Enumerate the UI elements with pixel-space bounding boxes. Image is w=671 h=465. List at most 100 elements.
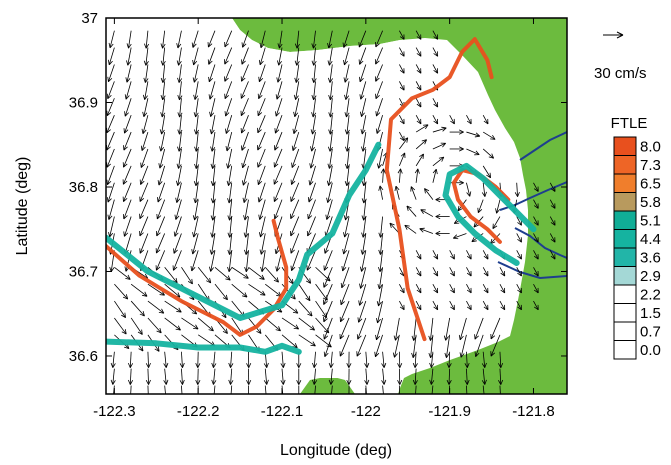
- velocity-vector: [361, 216, 367, 238]
- river-line: [514, 227, 567, 259]
- velocity-vector: [211, 351, 217, 368]
- velocity-vector: [193, 81, 199, 100]
- velocity-vector: [344, 115, 350, 135]
- colorbar-swatch: [613, 210, 637, 230]
- velocity-vector: [399, 114, 405, 125]
- velocity-vector: [432, 267, 439, 277]
- velocity-vector: [241, 148, 249, 169]
- velocity-vector: [327, 148, 333, 169]
- velocity-vector: [227, 250, 233, 273]
- velocity-vector: [108, 47, 115, 66]
- velocity-vector: [130, 300, 145, 317]
- velocity-vector: [323, 250, 333, 271]
- velocity-vector: [127, 368, 134, 385]
- velocity-vector: [533, 216, 539, 226]
- velocity-vector: [339, 317, 350, 340]
- velocity-vector: [280, 351, 286, 368]
- velocity-vector: [139, 165, 149, 185]
- x-tick-label: -122.3: [93, 403, 136, 420]
- velocity-vector: [273, 199, 283, 220]
- velocity-vector: [298, 300, 313, 317]
- velocity-vector: [492, 216, 501, 229]
- velocity-vector: [275, 81, 283, 100]
- velocity-vector: [191, 233, 199, 255]
- velocity-vector: [375, 115, 383, 134]
- velocity-vector: [378, 233, 384, 255]
- velocity-vector: [377, 267, 383, 290]
- velocity-vector: [415, 153, 424, 167]
- velocity-vector: [449, 300, 455, 311]
- velocity-vector: [298, 334, 316, 347]
- velocity-vector: [276, 47, 283, 66]
- velocity-vector: [210, 148, 216, 169]
- velocity-vector: [258, 47, 266, 66]
- ftle-ridge: [106, 338, 302, 355]
- velocity-vector: [142, 98, 149, 117]
- colorbar-swatch: [613, 136, 637, 156]
- velocity-vector: [380, 168, 386, 183]
- velocity-vector: [359, 81, 367, 100]
- ftle-ridge: [106, 141, 382, 321]
- velocity-vector: [459, 334, 467, 358]
- velocity-vector: [273, 148, 283, 168]
- velocity-vector: [328, 115, 334, 135]
- velocity-vector: [361, 182, 367, 204]
- velocity-vector: [227, 199, 233, 221]
- velocity-vector: [364, 351, 370, 368]
- velocity-vector: [474, 334, 484, 357]
- colorbar-swatch: [613, 247, 637, 267]
- x-tick-label: -121.8: [512, 403, 555, 420]
- velocity-vector: [464, 368, 470, 385]
- velocity-vector: [495, 199, 501, 214]
- velocity-vector: [225, 115, 233, 134]
- velocity-vector: [122, 165, 132, 185]
- velocity-vector: [257, 182, 266, 203]
- velocity-vector: [193, 98, 199, 118]
- colorbar-swatch: [613, 266, 637, 286]
- velocity-vector: [356, 334, 367, 357]
- velocity-vector: [482, 300, 489, 311]
- velocity-vector: [181, 317, 199, 330]
- velocity-vector: [244, 250, 250, 273]
- velocity-vector: [309, 148, 316, 169]
- velocity-vector: [159, 115, 166, 135]
- velocity-vector: [207, 47, 216, 65]
- velocity-vector: [140, 148, 149, 168]
- velocity-vector: [139, 199, 149, 220]
- velocity-vector: [327, 30, 333, 49]
- velocity-vector: [174, 199, 182, 220]
- velocity-vector: [224, 81, 233, 100]
- velocity-vector: [248, 266, 265, 280]
- velocity-vector: [106, 81, 115, 100]
- velocity-vector: [108, 30, 115, 49]
- velocity-vector: [375, 317, 383, 341]
- velocity-vector: [415, 267, 422, 277]
- velocity-vector: [399, 300, 405, 311]
- velocity-vector: [107, 199, 115, 220]
- velocity-vector: [392, 334, 400, 358]
- velocity-vector: [276, 64, 283, 83]
- colorbar-swatch: [613, 192, 637, 212]
- velocity-vector: [123, 131, 132, 151]
- velocity-vector: [432, 142, 446, 150]
- velocity-vector: [376, 284, 383, 307]
- velocity-vector: [482, 131, 496, 140]
- velocity-vector: [449, 114, 455, 125]
- velocity-vector: [323, 267, 333, 288]
- velocity-vector: [482, 114, 489, 125]
- velocity-vector: [397, 351, 403, 368]
- velocity-vector: [126, 47, 132, 66]
- velocity-vector: [482, 148, 495, 159]
- velocity-vector: [415, 114, 422, 125]
- y-tick-label: 36.9: [69, 94, 98, 111]
- velocity-vector: [241, 165, 249, 186]
- velocity-vector: [364, 368, 370, 385]
- colorbar-level-label: 6.5: [640, 176, 661, 193]
- velocity-vector: [274, 115, 283, 134]
- velocity-vector: [377, 250, 384, 273]
- y-tick-label: 36.6: [69, 348, 98, 365]
- velocity-vector: [328, 81, 334, 101]
- velocity-vector: [147, 317, 162, 334]
- velocity-vector: [147, 300, 165, 314]
- velocity-vector: [177, 132, 183, 152]
